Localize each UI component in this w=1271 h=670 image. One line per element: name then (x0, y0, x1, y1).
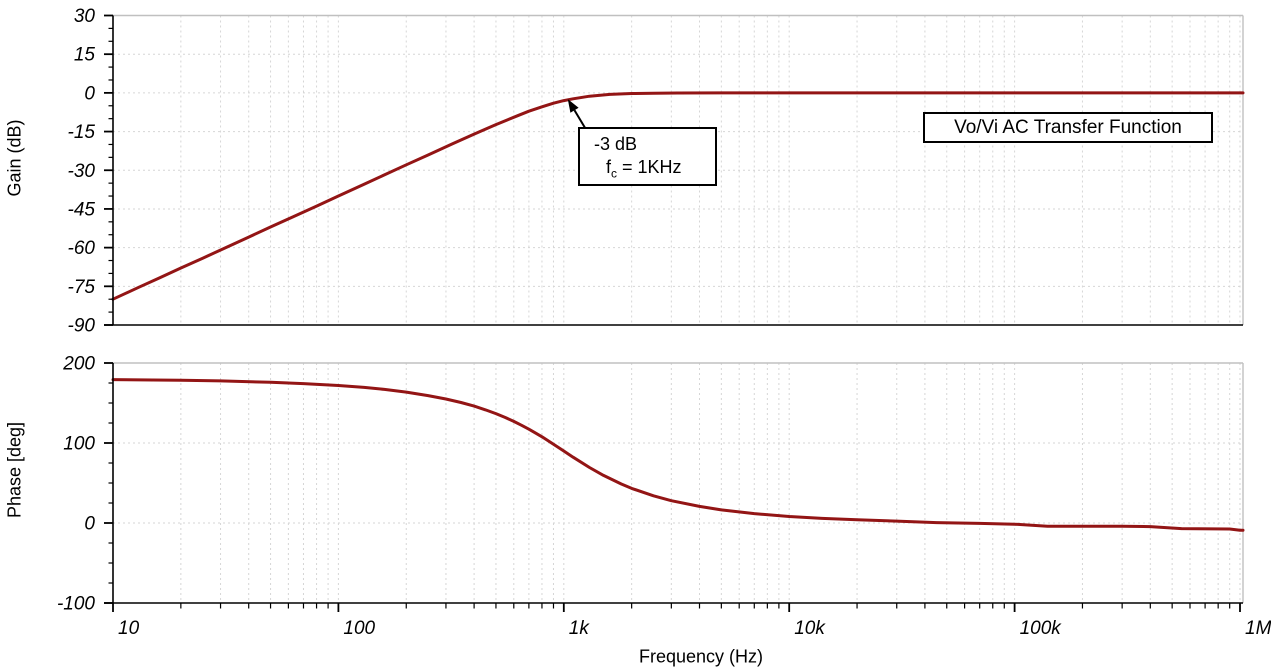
x-tick-label: 100 (343, 618, 375, 639)
x-tick-label: 1M (1245, 618, 1271, 639)
y-tick-label: -60 (68, 238, 96, 259)
x-tick-label: 100k (1020, 618, 1063, 639)
y-tick-label: 15 (74, 45, 96, 66)
y-tick-label: -90 (68, 316, 96, 337)
cutoff-annotation-box: -3 dB fc = 1KHz (578, 127, 717, 186)
y-tick-label: 30 (74, 6, 96, 27)
annotation-gain-text: -3 dB (594, 134, 638, 154)
y-tick-label: 200 (62, 354, 95, 375)
y-tick-label: 0 (84, 83, 95, 104)
y-tick-label: -30 (68, 161, 96, 182)
gain-axis-title: Gain (dB) (4, 119, 25, 197)
phase-axis-title: Phase [deg] (4, 421, 25, 519)
plot-title-box: Vo/Vi AC Transfer Function (923, 112, 1213, 143)
x-tick-label: 1k (569, 618, 591, 639)
y-tick-label: -100 (57, 594, 95, 615)
annotation-fc-text: fc = 1KHz (606, 157, 682, 181)
phase-curve (111, 378, 1245, 532)
gain-curve (111, 91, 1245, 301)
y-tick-label: 0 (84, 514, 95, 535)
y-tick-label: -45 (68, 199, 96, 220)
plot-title-text: Vo/Vi AC Transfer Function (954, 117, 1182, 138)
x-tick-label: 10 (118, 618, 140, 639)
frequency-axis-title: Frequency (Hz) (638, 646, 764, 667)
y-tick-label: 100 (63, 434, 95, 455)
y-tick-label: -15 (68, 122, 96, 143)
gain-plot: 30 15 0 -15 -30 -45 -60 -75 -90 (68, 6, 1245, 337)
arrow-head (567, 99, 579, 113)
x-tick-label: 10k (794, 618, 826, 639)
y-tick-label: -75 (68, 277, 96, 298)
x-axis-ticks: 10 100 1k 10k 100k 1M (112, 603, 1271, 639)
phase-plot: 200 100 0 -100 (57, 354, 1245, 615)
